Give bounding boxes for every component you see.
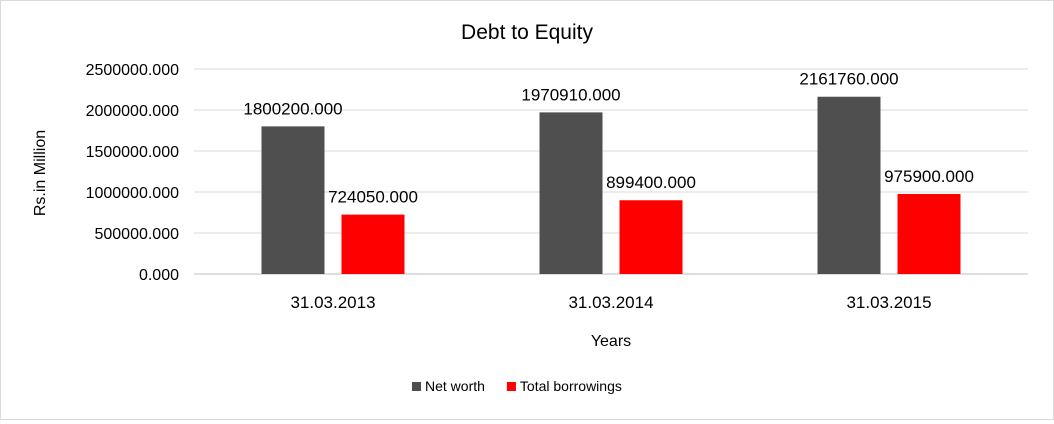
legend-label: Net worth: [425, 378, 485, 394]
data-label: 899400.000: [606, 173, 696, 192]
y-axis-title: Rs.in Million: [32, 130, 49, 216]
data-label: 975900.000: [884, 167, 974, 186]
y-tick-label: 2500000.000: [86, 62, 180, 79]
total-borrowings-bar: [897, 193, 961, 274]
net-worth-bar: [817, 96, 881, 274]
y-tick-label: 0.000: [139, 267, 179, 284]
data-label: 724050.000: [328, 188, 418, 207]
x-axis-title: Years: [591, 333, 631, 350]
legend: Net worth Total borrowings: [412, 378, 622, 394]
y-tick-label: 500000.000: [94, 226, 179, 243]
data-label: 1800200.000: [243, 99, 342, 118]
y-tick-label: 1500000.000: [86, 144, 180, 161]
gridlines: [194, 68, 1028, 275]
total-borrowings-bar: [341, 214, 405, 274]
x-category-label: 31.03.2013: [290, 293, 375, 312]
y-tick-label: 2000000.000: [86, 103, 180, 120]
data-label: 1970910.000: [521, 85, 620, 104]
x-category-label: 31.03.2015: [846, 293, 931, 312]
net-worth-bar: [539, 112, 603, 275]
data-label: 2161760.000: [799, 70, 898, 89]
x-category-label: 31.03.2014: [568, 293, 653, 312]
chart-title: Debt to Equity: [461, 21, 593, 44]
legend-swatch-net-worth: [412, 382, 421, 391]
bars: [261, 96, 961, 275]
legend-label: Total borrowings: [520, 378, 622, 394]
legend-swatch-total-borrowings: [506, 382, 516, 391]
x-axis-categories: 31.03.2013 31.03.2014 31.03.2015: [290, 293, 931, 312]
y-axis-ticks: 0.000 500000.000 1000000.000 1500000.000 200…: [86, 62, 180, 284]
y-tick-label: 1000000.000: [86, 185, 180, 202]
net-worth-bar: [261, 126, 325, 274]
total-borrowings-bar: [619, 200, 683, 274]
data-labels: 1800200.000 724050.000 1970910.000 899400.0…: [243, 70, 974, 207]
